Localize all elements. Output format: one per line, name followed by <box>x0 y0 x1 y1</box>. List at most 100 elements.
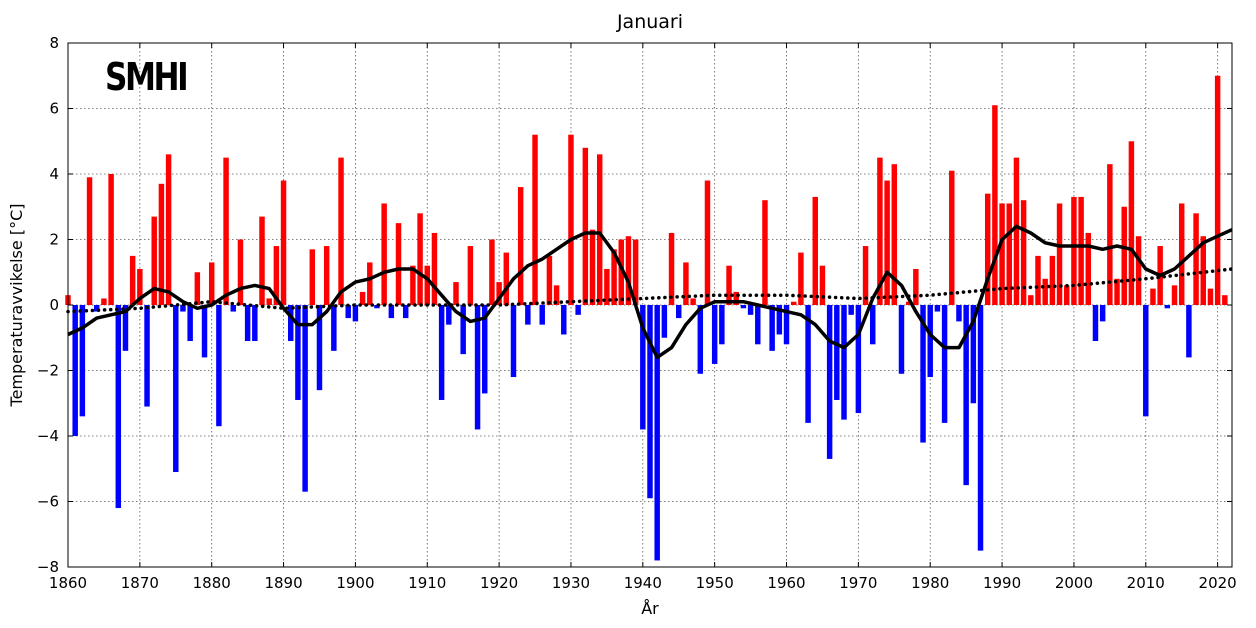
x-tick-label: 1930 <box>552 574 590 592</box>
x-tick-label: 1980 <box>911 574 949 592</box>
y-tick-label: −4 <box>37 427 59 445</box>
bar <box>589 229 596 305</box>
bar <box>352 305 359 322</box>
y-axis-label: Temperaturavvikelse [°C] <box>7 204 26 408</box>
bar <box>410 265 416 305</box>
x-tick-label: 2010 <box>1127 574 1165 592</box>
bar <box>762 200 768 305</box>
bar <box>632 239 639 305</box>
smhi-logo: SMHI <box>105 56 186 100</box>
bar <box>905 301 912 305</box>
bar <box>1006 203 1012 305</box>
bar <box>1200 236 1206 305</box>
x-axis-label: År <box>641 599 659 618</box>
bar <box>474 305 481 430</box>
bar <box>553 285 560 305</box>
bar <box>1186 305 1192 358</box>
bar <box>798 252 804 305</box>
bar <box>913 268 919 305</box>
bar <box>891 164 898 305</box>
bar <box>898 305 905 374</box>
chart-grid <box>67 42 1232 568</box>
bar <box>295 305 301 400</box>
bar <box>460 305 466 355</box>
bar <box>740 305 747 309</box>
bar <box>963 305 969 486</box>
bar <box>920 305 926 443</box>
bar <box>338 157 344 305</box>
bar <box>647 305 653 499</box>
bar <box>927 305 933 378</box>
bar <box>1121 206 1127 305</box>
bar <box>194 272 201 305</box>
bar <box>690 298 696 305</box>
bar <box>949 170 955 305</box>
bar <box>561 305 567 335</box>
bar <box>956 305 962 322</box>
bar <box>280 180 287 305</box>
bar <box>812 196 818 305</box>
bar <box>1028 295 1034 305</box>
bar <box>841 305 847 420</box>
x-tick-label: 1890 <box>264 574 302 592</box>
bar <box>970 305 977 404</box>
bar <box>934 305 941 312</box>
x-tick-label: 1900 <box>336 574 374 592</box>
bar <box>697 305 704 374</box>
bar <box>244 305 251 342</box>
bar <box>783 305 790 345</box>
bar <box>359 291 366 305</box>
bar <box>668 232 675 305</box>
bar <box>611 249 617 305</box>
bar <box>884 180 890 305</box>
bar <box>1178 203 1185 305</box>
bar <box>201 305 208 358</box>
x-tick-label: 1950 <box>696 574 734 592</box>
bar <box>1099 305 1106 322</box>
bar <box>877 157 883 305</box>
bar <box>1128 141 1135 305</box>
bar <box>309 249 316 305</box>
bar <box>1171 285 1178 305</box>
bar <box>618 239 624 305</box>
bar <box>1222 295 1228 305</box>
bar <box>596 154 603 305</box>
bar <box>94 305 100 312</box>
bar <box>510 305 517 378</box>
bar <box>331 305 337 351</box>
bar <box>446 305 452 325</box>
bar <box>539 305 545 325</box>
bar <box>489 239 495 305</box>
bar <box>1143 305 1149 417</box>
x-tick-label: 1970 <box>839 574 877 592</box>
y-tick-label: −2 <box>37 362 59 380</box>
bar <box>402 305 409 319</box>
bar <box>726 265 732 305</box>
bar <box>381 203 387 305</box>
bar <box>316 305 323 391</box>
x-tick-label: 2000 <box>1055 574 1093 592</box>
x-tick-label: 1990 <box>983 574 1021 592</box>
bar <box>848 305 854 315</box>
bar <box>180 305 186 312</box>
bar <box>137 268 143 305</box>
bar <box>834 305 840 400</box>
bar <box>568 134 574 305</box>
bar <box>999 203 1005 305</box>
bar <box>259 216 265 305</box>
bar <box>870 305 876 345</box>
bar <box>683 262 689 305</box>
bar <box>532 134 538 305</box>
bar <box>208 262 215 305</box>
bar <box>855 305 862 414</box>
smoothed-line <box>67 224 1233 360</box>
bar <box>1085 232 1092 305</box>
bar <box>482 305 488 394</box>
bar <box>1049 255 1056 305</box>
bar <box>438 305 445 400</box>
bar <box>546 255 553 305</box>
bar-series <box>65 75 1228 561</box>
bar <box>122 305 129 351</box>
y-tick-label: −8 <box>37 558 59 576</box>
bar <box>1135 236 1142 305</box>
